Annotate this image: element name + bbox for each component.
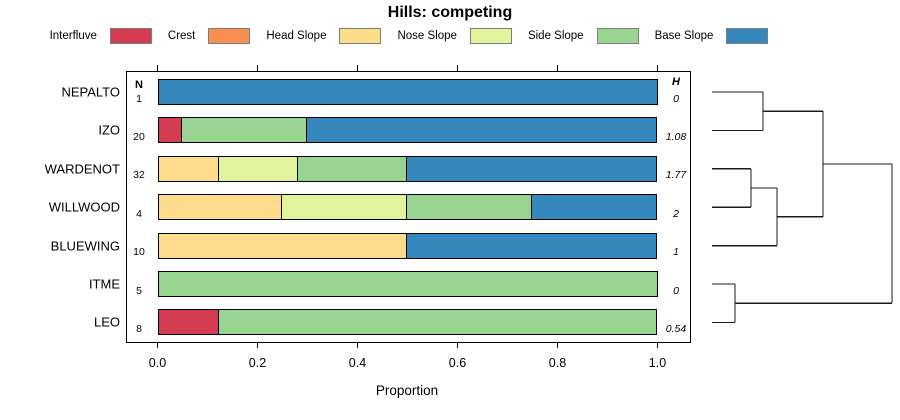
bar-segment [157, 232, 408, 259]
axis-tick [456, 342, 459, 348]
axis-tick [556, 342, 559, 348]
axis-tick [556, 65, 559, 71]
y-axis-label: BLUEWING [50, 238, 120, 254]
x-tick-label: 0.4 [348, 356, 367, 370]
h-value: 0 [673, 92, 679, 105]
n-value: 10 [133, 246, 145, 259]
legend-item: Interfluve [50, 28, 152, 44]
bar-segment [530, 194, 658, 221]
y-axis-label: NEPALTO [61, 84, 120, 100]
legend-item-label: Nose Slope [397, 30, 457, 42]
axis-tick [356, 65, 359, 71]
axis-tick [456, 65, 459, 71]
legend-item-label: Side Slope [527, 30, 584, 42]
bar-segment [280, 194, 408, 221]
h-value: 0.54 [665, 322, 687, 335]
axis-tick [356, 342, 359, 348]
bar-segment [180, 117, 308, 144]
bar-segment [405, 155, 658, 182]
n-value: 32 [133, 169, 145, 182]
y-axis-label: WARDENOT [44, 161, 120, 177]
bar-segment [405, 232, 658, 259]
axis-tick [156, 65, 159, 71]
bar-segment [157, 309, 220, 336]
legend-item-label: Base Slope [654, 30, 714, 42]
x-axis-title: Proportion [375, 383, 439, 398]
x-tick-label: 1.0 [648, 356, 667, 370]
legend-item-label: Head Slope [266, 30, 327, 42]
axis-tick [656, 65, 659, 71]
axis-tick [656, 342, 659, 348]
h-value: 1.77 [665, 169, 687, 182]
y-axis-label: ITME [88, 276, 120, 292]
legend: Interfluve Crest Head Slope Nose Slope Side … [0, 26, 818, 46]
axis-tick [256, 342, 259, 348]
bar-segment [218, 155, 299, 182]
n-value: 5 [136, 284, 142, 297]
bar-segment [157, 117, 183, 144]
legend-swatch [339, 28, 382, 44]
n-value: 1 [136, 92, 142, 105]
legend-item: Nose Slope [397, 28, 512, 44]
n-value: 4 [136, 207, 142, 220]
x-tick-label: 0.2 [248, 356, 267, 370]
legend-swatch [726, 28, 769, 44]
legend-item: Head Slope [266, 28, 382, 44]
n-column-header: N [135, 79, 143, 91]
bar-segment [296, 155, 408, 182]
legend-swatch [208, 28, 251, 44]
y-axis-label: IZO [98, 122, 120, 138]
legend-item: Base Slope [655, 28, 769, 44]
legend-item: Side Slope [528, 28, 639, 44]
legend-item-label: Interfluve [49, 30, 97, 42]
y-axis-label: WILLWOOD [48, 199, 120, 215]
y-axis-label: LEO [93, 314, 120, 330]
h-column-header: H [672, 76, 680, 88]
legend-item: Crest [167, 28, 251, 44]
chart-title: Hills: competing [387, 4, 513, 21]
legend-swatch [596, 28, 639, 44]
bar-segment [218, 309, 658, 336]
x-tick-label: 0.6 [448, 356, 467, 370]
legend-item-label: Crest [167, 30, 196, 42]
bar-segment [405, 194, 533, 221]
h-value: 2 [673, 207, 679, 220]
x-tick-label: 0.8 [548, 356, 567, 370]
n-value: 20 [133, 130, 145, 143]
bar-segment [305, 117, 658, 144]
bar-segment [157, 79, 658, 105]
x-tick-label: 0.0 [148, 356, 167, 370]
n-value: 8 [136, 322, 142, 335]
axis-tick [256, 65, 259, 71]
legend-swatch [109, 28, 152, 44]
h-value: 1.08 [665, 130, 687, 143]
axis-tick [156, 342, 159, 348]
bar-segment [157, 271, 658, 297]
h-value: 0 [673, 284, 679, 297]
h-value: 1 [673, 246, 679, 259]
bar-segment [157, 194, 283, 221]
bar-segment [157, 155, 220, 182]
legend-swatch [469, 28, 512, 44]
